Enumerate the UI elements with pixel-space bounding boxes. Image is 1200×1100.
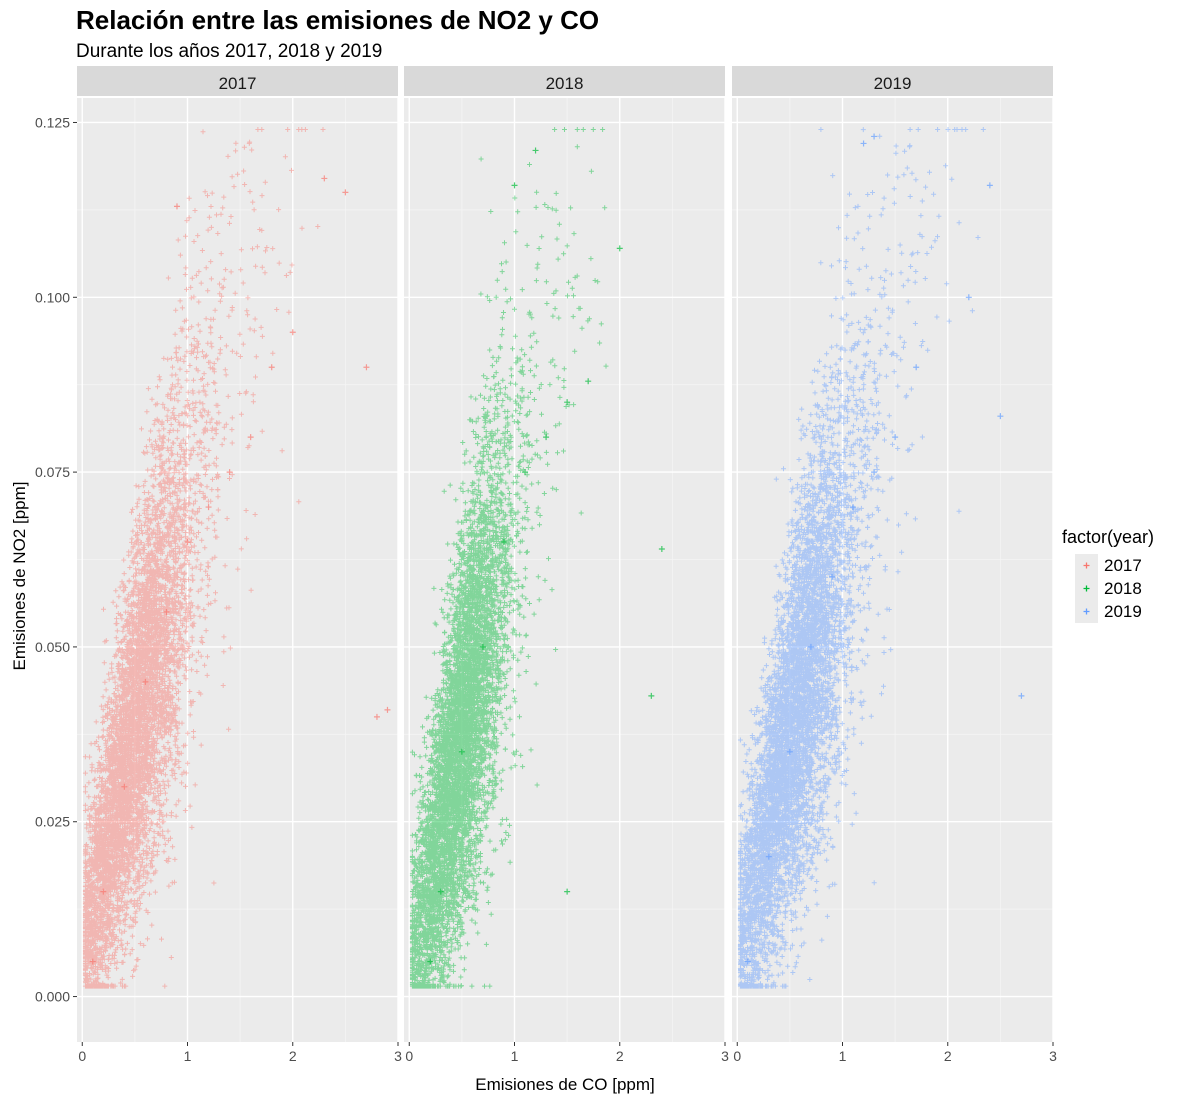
- point-cloud: [82, 127, 326, 989]
- data-point: [142, 678, 149, 685]
- data-point: [479, 643, 486, 650]
- data-point: [100, 888, 107, 895]
- data-point: [871, 133, 878, 140]
- x-tick-label: 0: [405, 1048, 413, 1064]
- data-point: [342, 189, 349, 196]
- series-2019-points: [737, 127, 1025, 989]
- point-cloud: [737, 127, 986, 989]
- data-point: [247, 434, 254, 441]
- data-point: [373, 713, 380, 720]
- data-point: [585, 378, 592, 385]
- data-point: [564, 399, 571, 406]
- legend-label-2017: 2017: [1104, 556, 1142, 575]
- data-point: [321, 175, 328, 182]
- facet-panel-2017: 2017: [77, 66, 399, 1042]
- legend-key-symbol: [1083, 585, 1090, 592]
- data-point: [427, 958, 434, 965]
- facet-strip: [732, 66, 1053, 96]
- facet-panel-2018: 2018: [404, 66, 726, 1042]
- facet-panels: 2017 2018 2019: [77, 66, 1054, 1042]
- data-point: [532, 147, 539, 154]
- legend: factor(year) 2017 2018 2019: [1062, 527, 1154, 623]
- data-point: [268, 364, 275, 371]
- point-cloud: [409, 127, 609, 989]
- legend-title: factor(year): [1062, 527, 1154, 547]
- data-point: [860, 140, 867, 147]
- data-point: [543, 434, 550, 441]
- data-point: [765, 853, 772, 860]
- chart-title: Relación entre las emisiones de NO2 y CO: [76, 5, 599, 35]
- data-point: [616, 245, 623, 252]
- series-2018-points: [409, 127, 665, 989]
- data-point: [564, 888, 571, 895]
- data-point: [511, 182, 518, 189]
- x-tick-label: 3: [721, 1048, 729, 1064]
- data-point: [965, 294, 972, 301]
- data-point: [1018, 692, 1025, 699]
- data-point: [850, 504, 857, 511]
- y-tick-label: 0.100: [35, 289, 70, 305]
- data-point: [828, 573, 835, 580]
- panel-background: [404, 98, 725, 1042]
- x-tick-label: 1: [511, 1048, 519, 1064]
- facet-strip: [404, 66, 725, 96]
- data-point: [913, 364, 920, 371]
- data-point: [871, 469, 878, 476]
- panel-background: [77, 98, 398, 1042]
- x-tick-label: 3: [394, 1048, 402, 1064]
- x-tick-label: 2: [944, 1048, 952, 1064]
- data-point: [226, 469, 233, 476]
- data-point: [500, 539, 507, 546]
- data-point: [363, 364, 370, 371]
- data-point: [205, 504, 212, 511]
- x-tick-label: 0: [78, 1048, 86, 1064]
- legend-label-2019: 2019: [1104, 602, 1142, 621]
- data-point: [163, 608, 170, 615]
- x-tick-label: 1: [184, 1048, 192, 1064]
- y-tick-label: 0.000: [35, 989, 70, 1005]
- facet-strip-label: 2018: [546, 74, 584, 93]
- y-tick-label: 0.050: [35, 639, 70, 655]
- facet-strip-label: 2019: [874, 74, 912, 93]
- data-point: [997, 413, 1004, 420]
- data-point: [986, 182, 993, 189]
- series-2017-points: [82, 127, 391, 989]
- y-tick-label: 0.025: [35, 814, 70, 830]
- chart-subtitle: Durante los años 2017, 2018 y 2019: [76, 41, 382, 62]
- data-point: [786, 748, 793, 755]
- x-axis-title: Emisiones de CO [ppm]: [475, 1075, 655, 1094]
- y-axis-title: Emisiones de NO2 [ppm]: [10, 482, 29, 671]
- data-point: [807, 643, 814, 650]
- x-tick-label: 0: [733, 1048, 741, 1064]
- data-point: [89, 958, 96, 965]
- facet-strip-label: 2017: [219, 74, 257, 93]
- legend-key-symbol: [1083, 562, 1090, 569]
- data-point: [384, 706, 391, 713]
- x-tick-label: 3: [1049, 1048, 1057, 1064]
- x-tick-label: 2: [616, 1048, 624, 1064]
- data-point: [289, 329, 296, 336]
- data-point: [892, 434, 899, 441]
- data-point: [121, 783, 128, 790]
- data-point: [184, 539, 191, 546]
- y-axis: 0.000 0.025 0.050 0.075 0.100 0.125: [35, 114, 77, 1005]
- x-tick-label: 1: [839, 1048, 847, 1064]
- data-point: [437, 888, 444, 895]
- data-point: [173, 203, 180, 210]
- facet-panel-2019: 2019: [732, 66, 1054, 1042]
- y-tick-label: 0.125: [35, 114, 70, 130]
- legend-key-symbol: [1083, 608, 1090, 615]
- panel-background: [732, 98, 1053, 1042]
- facet-strip: [77, 66, 398, 96]
- data-point: [648, 692, 655, 699]
- data-point: [458, 748, 465, 755]
- data-point: [744, 958, 751, 965]
- data-point: [522, 469, 529, 476]
- y-tick-label: 0.075: [35, 464, 70, 480]
- data-point: [658, 546, 665, 553]
- legend-label-2018: 2018: [1104, 579, 1142, 598]
- x-tick-label: 2: [289, 1048, 297, 1064]
